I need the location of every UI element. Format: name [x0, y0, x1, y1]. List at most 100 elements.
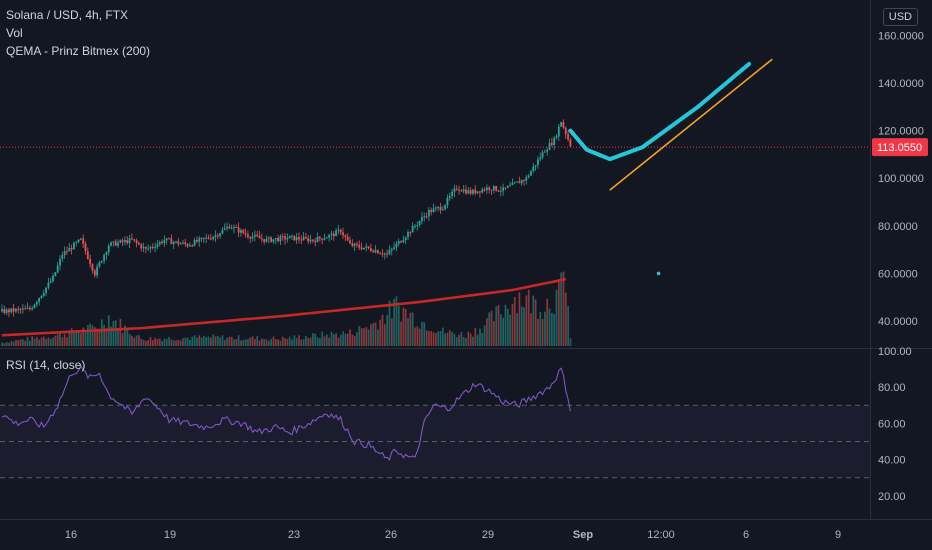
candle-body: [128, 238, 131, 244]
volume-bar: [337, 337, 340, 346]
candle-body: [79, 238, 82, 240]
volume-bar: [270, 338, 273, 346]
volume-bar: [230, 336, 233, 346]
candle-body: [400, 241, 402, 243]
volume-bar: [319, 338, 321, 346]
candle-body: [226, 226, 228, 229]
volume-bar: [63, 334, 66, 346]
volume-bar: [240, 340, 242, 346]
current-price-label: 113.0550: [877, 142, 922, 154]
volume-bar: [29, 340, 31, 346]
rsi-tick-label: 60.00: [878, 418, 906, 430]
candle-body: [295, 236, 298, 241]
rsi-tick-label: 80.00: [878, 382, 906, 394]
volume-bar: [10, 340, 13, 346]
candle-body: [189, 245, 191, 247]
candle-body: [337, 229, 340, 231]
volume-bar: [200, 337, 203, 346]
candle-body: [154, 246, 157, 248]
volume-bar: [98, 328, 101, 346]
volume-bar: [19, 339, 22, 346]
candle-body: [530, 171, 532, 176]
candle-body: [149, 246, 152, 249]
candle-body: [205, 237, 208, 239]
candle-body: [344, 235, 347, 238]
volume-bar: [216, 335, 219, 346]
volume-bar: [265, 339, 268, 346]
volume-bar: [474, 327, 477, 346]
candle-body: [360, 247, 363, 250]
volume-bar: [140, 338, 143, 346]
volume-bar: [145, 340, 147, 346]
volume-bar: [430, 331, 433, 346]
candle-body: [42, 292, 45, 296]
volume-bar: [281, 336, 284, 346]
volume-bar: [532, 295, 535, 346]
candle-body: [560, 122, 563, 127]
candle-body: [73, 242, 75, 250]
candle-body: [504, 187, 507, 189]
volume-bar: [407, 318, 409, 346]
volume-bar: [497, 305, 500, 346]
candle-body: [351, 243, 354, 246]
current-price-badge: [872, 138, 928, 157]
candle-body: [569, 139, 572, 147]
candle-body: [346, 237, 349, 241]
candle-body: [59, 258, 61, 266]
candle-body: [481, 189, 484, 193]
candle-body: [548, 142, 551, 150]
candle-body: [546, 149, 549, 152]
candle-body: [93, 270, 96, 276]
currency-button[interactable]: USD: [882, 8, 918, 26]
volume-bar: [189, 339, 191, 346]
candle-body: [233, 226, 235, 229]
volume-bar: [381, 314, 384, 346]
volume-bar: [124, 325, 126, 346]
volume-bar: [205, 337, 208, 346]
projection-curve: [568, 61, 752, 162]
marker-dot: [656, 271, 661, 276]
volume-bar: [103, 324, 105, 346]
volume-bar: [233, 339, 235, 346]
volume-bar: [128, 333, 131, 346]
volume-bar: [483, 325, 486, 346]
candle-body: [126, 240, 129, 244]
candle-body: [165, 238, 168, 241]
candle-body: [56, 265, 59, 273]
volume-bar: [493, 321, 495, 346]
candle-body: [314, 240, 317, 243]
candle-body: [511, 182, 514, 186]
volume-bar: [291, 339, 293, 346]
candle-body: [379, 253, 382, 255]
volume-bar: [274, 339, 277, 346]
volume-bar: [212, 334, 215, 346]
volume-bar: [94, 327, 96, 346]
volume-bar: [500, 314, 502, 346]
candle-body: [263, 239, 266, 242]
qema-line: [1, 277, 567, 337]
candle-body: [256, 234, 259, 237]
candle-body: [38, 298, 41, 302]
volume-bar: [82, 327, 85, 346]
volume-bar: [504, 304, 507, 346]
candle-body: [15, 308, 17, 312]
volume-bar: [486, 318, 488, 346]
time-tick-label: 12:00: [647, 529, 675, 541]
candle-body: [131, 238, 133, 240]
candle-body: [198, 238, 201, 242]
volume-bar: [182, 338, 184, 346]
candle-body: [223, 228, 226, 230]
volume-bar: [277, 339, 279, 346]
candle-body: [332, 233, 335, 237]
candle-body: [209, 238, 212, 240]
candle-body: [423, 216, 426, 218]
candle-body: [89, 258, 92, 265]
volume-bar: [472, 336, 474, 346]
volume-bar: [314, 333, 317, 346]
volume-bar: [66, 337, 68, 346]
candle-body: [506, 186, 509, 188]
volume-bar: [349, 329, 351, 346]
candle-body: [140, 244, 143, 249]
